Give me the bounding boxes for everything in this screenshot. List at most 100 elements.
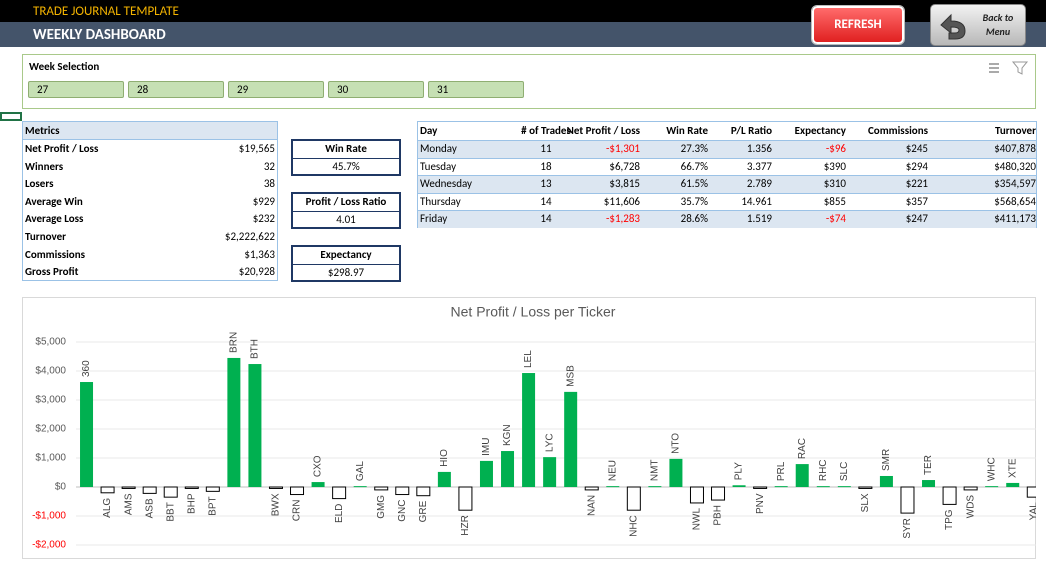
refresh-button[interactable]: REFRESH xyxy=(811,5,905,45)
x-tick-label: SLC xyxy=(839,462,850,481)
x-tick-label: CRN xyxy=(292,500,303,522)
day-cell: -$1,283 xyxy=(606,212,640,226)
column-header: Turnover xyxy=(994,124,1036,137)
x-tick-label: GAL xyxy=(355,461,366,481)
x-tick-label: IMU xyxy=(481,438,492,456)
y-tick-label: $1,000 xyxy=(35,453,66,464)
day-cell: $390 xyxy=(823,159,846,173)
kpi-label: Expectancy xyxy=(293,247,399,265)
x-tick-label: PNV xyxy=(755,493,766,514)
back-button[interactable]: Back to Menu xyxy=(930,4,1026,46)
column-header: # of Trades xyxy=(521,124,571,137)
bar xyxy=(353,486,367,488)
chart: Net Profit / Loss per Ticker -$2,000 -$1,… xyxy=(22,297,1036,559)
bar xyxy=(837,486,851,488)
week-item[interactable]: 27 xyxy=(28,81,124,98)
day-cell: 1.356 xyxy=(746,142,772,155)
kpi-value: 4.01 xyxy=(336,213,356,226)
day-cell: Monday xyxy=(420,142,457,155)
bar xyxy=(121,486,136,489)
day-cell: $357 xyxy=(905,194,928,208)
week-item[interactable]: 28 xyxy=(128,81,224,98)
kpi-box: Expectancy $298.97 xyxy=(291,245,401,282)
kpi-box: Win Rate 45.7% xyxy=(291,139,401,176)
bar xyxy=(922,480,936,487)
x-tick-label: GNC xyxy=(397,500,408,522)
day-cell: $407,878 xyxy=(994,142,1036,155)
bar xyxy=(689,486,704,504)
bar xyxy=(543,457,557,487)
y-tick-label: $5,000 xyxy=(35,337,66,348)
bar xyxy=(163,486,178,498)
x-tick-label: NMT xyxy=(650,459,661,481)
y-tick-label: $2,000 xyxy=(35,424,66,435)
page-title: WEEKLY DASHBOARD xyxy=(33,26,166,44)
x-tick-label: GMG xyxy=(376,495,387,519)
x-tick-label: BTH xyxy=(250,339,261,359)
kpi-box: Profit / Loss Ratio 4.01 xyxy=(291,192,401,229)
day-cell: $568,654 xyxy=(994,194,1036,208)
bar xyxy=(80,382,94,487)
x-tick-label: XTE xyxy=(1007,458,1018,478)
day-cell: 2.789 xyxy=(746,177,772,191)
bar xyxy=(311,482,325,487)
bar xyxy=(374,486,389,491)
metric-label: Commissions xyxy=(25,247,86,261)
day-cell: $245 xyxy=(905,142,928,155)
x-tick-label: MSB xyxy=(565,365,576,387)
x-tick-label: NEU xyxy=(607,460,618,481)
kpi-value: 45.7% xyxy=(332,160,360,173)
x-tick-label: GRE xyxy=(418,500,429,522)
metric-value: $1,363 xyxy=(244,247,275,261)
bar xyxy=(332,486,347,500)
bar xyxy=(268,486,283,489)
day-cell: $11,606 xyxy=(603,194,640,208)
cell-cursor xyxy=(0,112,22,121)
x-tick-label: ALG xyxy=(102,498,113,518)
day-cell: $354,597 xyxy=(994,177,1036,191)
slicer-icons[interactable] xyxy=(985,60,1031,76)
week-item[interactable]: 31 xyxy=(428,81,524,98)
x-tick-label: NWL xyxy=(692,508,703,531)
day-cell: $855 xyxy=(823,194,846,208)
day-cell: Thursday xyxy=(420,194,461,208)
y-tick-label: $3,000 xyxy=(35,395,66,406)
bar xyxy=(669,458,683,487)
y-tick-label: -$2,000 xyxy=(32,540,66,551)
row-band xyxy=(418,175,1036,193)
bar xyxy=(816,486,830,488)
day-cell: 3.377 xyxy=(746,159,772,173)
day-cell: 13 xyxy=(540,177,552,191)
bar xyxy=(963,486,978,491)
day-cell: 14 xyxy=(540,194,552,208)
metrics-header: Metrics xyxy=(23,122,277,140)
x-tick-label: NTO xyxy=(671,433,682,454)
metric-value: $19,565 xyxy=(238,142,275,155)
bar xyxy=(1026,486,1036,498)
kpi-label: Win Rate xyxy=(293,141,399,159)
bar xyxy=(732,485,746,487)
day-cell: 1.519 xyxy=(746,212,772,226)
bar xyxy=(100,486,115,494)
day-cell: Tuesday xyxy=(420,159,457,173)
x-tick-label: WDS xyxy=(965,495,976,519)
row-band xyxy=(418,140,1036,158)
x-tick-label: PLY xyxy=(734,462,745,480)
bar xyxy=(584,486,599,491)
x-tick-label: 360 xyxy=(81,360,92,377)
day-cell: 61.5% xyxy=(680,177,708,191)
bar xyxy=(985,486,999,488)
bar xyxy=(416,486,431,497)
bar xyxy=(479,460,493,487)
week-item[interactable]: 30 xyxy=(328,81,424,98)
x-tick-label: SMR xyxy=(881,449,892,471)
day-cell: $411,173 xyxy=(994,212,1036,226)
day-cell: 11 xyxy=(540,142,552,155)
metric-label: Gross Profit xyxy=(25,265,79,279)
bar xyxy=(205,486,220,492)
day-cell: Friday xyxy=(420,212,448,226)
week-item[interactable]: 29 xyxy=(228,81,324,98)
bar xyxy=(290,486,305,496)
metric-value: $2,222,622 xyxy=(224,230,275,243)
column-header: Day xyxy=(420,124,438,137)
